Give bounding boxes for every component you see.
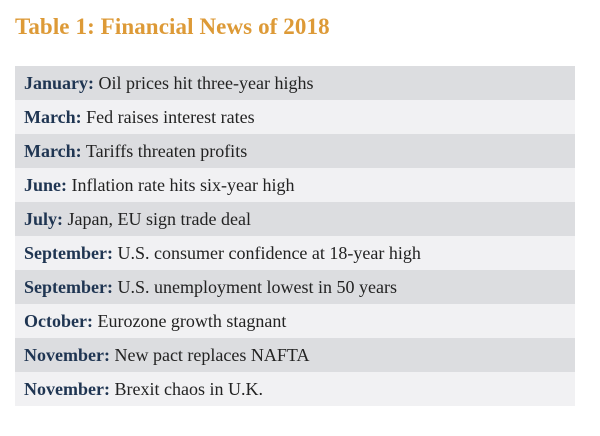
table-row: November: New pact replaces NAFTA	[15, 338, 575, 372]
row-month: March:	[24, 107, 82, 127]
row-headline: Eurozone growth stagnant	[97, 311, 287, 331]
row-month: January:	[24, 73, 95, 93]
row-headline: New pact replaces NAFTA	[114, 345, 310, 365]
row-month: September:	[24, 277, 113, 297]
table-row: March: Tariffs threaten profits	[15, 134, 575, 168]
row-month: March:	[24, 141, 82, 161]
row-headline: Tariffs threaten profits	[85, 141, 248, 161]
table-row: March: Fed raises interest rates	[15, 100, 575, 134]
table-row: October: Eurozone growth stagnant	[15, 304, 575, 338]
row-headline: Inflation rate hits six-year high	[71, 175, 295, 195]
table-row: September: U.S. consumer confidence at 1…	[15, 236, 575, 270]
financial-news-table: January: Oil prices hit three-year highs…	[15, 66, 575, 406]
row-month: November:	[24, 345, 110, 365]
row-headline: U.S. unemployment lowest in 50 years	[117, 277, 397, 297]
row-month: September:	[24, 243, 113, 263]
row-headline: Japan, EU sign trade deal	[67, 209, 251, 229]
table-row: June: Inflation rate hits six-year high	[15, 168, 575, 202]
row-month: November:	[24, 379, 110, 399]
table-row: January: Oil prices hit three-year highs	[15, 66, 575, 100]
row-headline: Oil prices hit three-year highs	[98, 73, 314, 93]
row-month: June:	[24, 175, 68, 195]
table-row: September: U.S. unemployment lowest in 5…	[15, 270, 575, 304]
table-title: Table 1: Financial News of 2018	[15, 14, 330, 39]
row-month: October:	[24, 311, 93, 331]
row-headline: Fed raises interest rates	[86, 107, 255, 127]
row-month: July:	[24, 209, 64, 229]
table-row: July: Japan, EU sign trade deal	[15, 202, 575, 236]
table-row: November: Brexit chaos in U.K.	[15, 372, 575, 406]
row-headline: Brexit chaos in U.K.	[114, 379, 263, 399]
row-headline: U.S. consumer confidence at 18-year high	[117, 243, 421, 263]
